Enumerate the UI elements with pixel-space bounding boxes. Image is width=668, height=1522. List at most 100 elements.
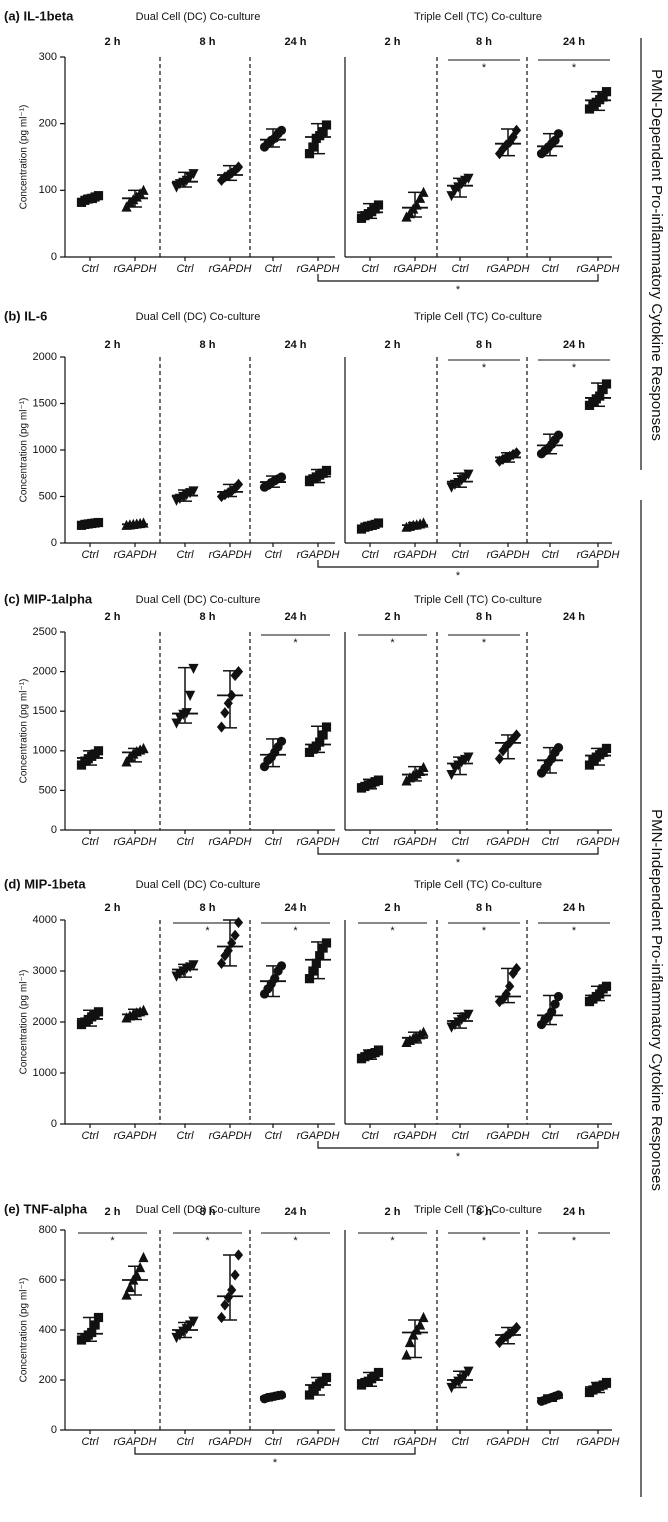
comparison-label: * [456, 570, 461, 582]
significance-label: * [110, 1235, 115, 1247]
x-tick-label: Ctrl [451, 1130, 469, 1142]
section-title: Dual Cell (DC) Co-culture [136, 1204, 261, 1216]
data-point [373, 200, 384, 210]
x-tick-label: Ctrl [264, 1436, 282, 1448]
data-point [304, 149, 315, 159]
x-tick-label: rGAPDH [394, 549, 437, 561]
data-point [227, 1284, 237, 1296]
x-tick-label: rGAPDH [114, 1130, 157, 1142]
y-tick-label: 1500 [33, 705, 57, 717]
x-tick-label: Ctrl [451, 263, 469, 275]
data-point [188, 663, 199, 675]
data-point [216, 1311, 227, 1324]
timepoint-label: 24 h [284, 611, 306, 623]
data-point [304, 1390, 315, 1400]
y-axis-label: Concentration (pg ml⁻¹) [19, 105, 30, 210]
data-point [138, 184, 149, 195]
comparison-label: * [456, 857, 461, 869]
data-point [318, 127, 328, 137]
data-point [311, 958, 321, 968]
y-tick-label: 2000 [33, 666, 57, 678]
x-tick-label: Ctrl [451, 1436, 469, 1448]
x-tick-label: Ctrl [81, 549, 99, 561]
x-tick-label: rGAPDH [487, 836, 530, 848]
timepoint-label: 2 h [105, 339, 121, 351]
data-point [463, 1366, 474, 1377]
panel-title: (d) MIP-1beta [4, 876, 86, 891]
data-point [553, 991, 564, 1002]
x-tick-label: rGAPDH [394, 1130, 437, 1142]
data-point [276, 961, 287, 971]
section-title: Dual Cell (DC) Co-culture [136, 879, 261, 891]
timepoint-label: 8 h [476, 902, 492, 914]
y-tick-label: 0 [51, 537, 57, 549]
section-title: Triple Cell (TC) Co-culture [414, 311, 542, 323]
data-point [93, 191, 104, 201]
data-point [220, 1299, 230, 1311]
significance-label: * [293, 637, 298, 649]
data-point [223, 1291, 233, 1304]
x-tick-label: Ctrl [451, 549, 469, 561]
x-tick-label: rGAPDH [297, 1436, 340, 1448]
x-tick-label: Ctrl [361, 263, 379, 275]
x-tick-label: Ctrl [264, 836, 282, 848]
x-tick-label: Ctrl [264, 263, 282, 275]
x-tick-label: Ctrl [81, 1130, 99, 1142]
x-tick-label: rGAPDH [114, 836, 157, 848]
data-point [498, 453, 508, 465]
y-axis-label: Concentration (pg ml⁻¹) [19, 970, 30, 1075]
significance-label: * [572, 925, 577, 937]
data-point [233, 478, 244, 491]
significance-label: * [390, 1235, 395, 1247]
data-point [553, 129, 564, 139]
panel-title: (c) MIP-1alpha [4, 591, 93, 606]
x-tick-label: Ctrl [361, 549, 379, 561]
data-point [508, 1325, 518, 1337]
data-point [505, 980, 515, 992]
x-tick-label: rGAPDH [577, 549, 620, 561]
x-tick-label: Ctrl [176, 1436, 194, 1448]
timepoint-label: 2 h [385, 1206, 401, 1218]
data-point [276, 736, 287, 746]
data-point [220, 489, 230, 501]
data-point [494, 1336, 505, 1349]
data-point [404, 1336, 415, 1348]
x-tick-label: rGAPDH [297, 549, 340, 561]
data-point [138, 742, 149, 754]
x-tick-label: Ctrl [361, 1130, 379, 1142]
data-point [498, 993, 508, 1005]
timepoint-label: 2 h [385, 902, 401, 914]
data-point [220, 950, 230, 962]
x-tick-label: rGAPDH [487, 1436, 530, 1448]
significance-label: * [482, 925, 487, 937]
data-point [508, 449, 518, 461]
significance-label: * [390, 637, 395, 649]
comparison-label: * [456, 284, 461, 296]
x-tick-label: rGAPDH [394, 1436, 437, 1448]
y-tick-label: 300 [39, 51, 57, 63]
significance-label: * [390, 925, 395, 937]
data-point [463, 1009, 474, 1020]
y-axis-label: Concentration (pg ml⁻¹) [19, 398, 30, 503]
data-point [373, 518, 384, 528]
timepoint-label: 24 h [284, 1206, 306, 1218]
data-point [230, 1269, 240, 1281]
y-axis-label: Concentration (pg ml⁻¹) [19, 1278, 30, 1383]
data-point [233, 161, 244, 173]
data-point [601, 743, 612, 754]
significance-label: * [482, 637, 487, 649]
data-point [233, 1249, 244, 1261]
data-point [418, 1026, 429, 1037]
section-title: Triple Cell (TC) Co-culture [414, 879, 542, 891]
data-point [308, 142, 318, 152]
comparison-bracket [134, 1447, 416, 1455]
y-tick-label: 1000 [33, 745, 57, 757]
data-point [138, 1004, 149, 1015]
data-point [598, 384, 608, 395]
data-point [415, 192, 426, 203]
x-tick-label: rGAPDH [577, 836, 620, 848]
timepoint-label: 24 h [284, 339, 306, 351]
data-point [511, 962, 522, 975]
x-tick-label: Ctrl [541, 1436, 559, 1448]
